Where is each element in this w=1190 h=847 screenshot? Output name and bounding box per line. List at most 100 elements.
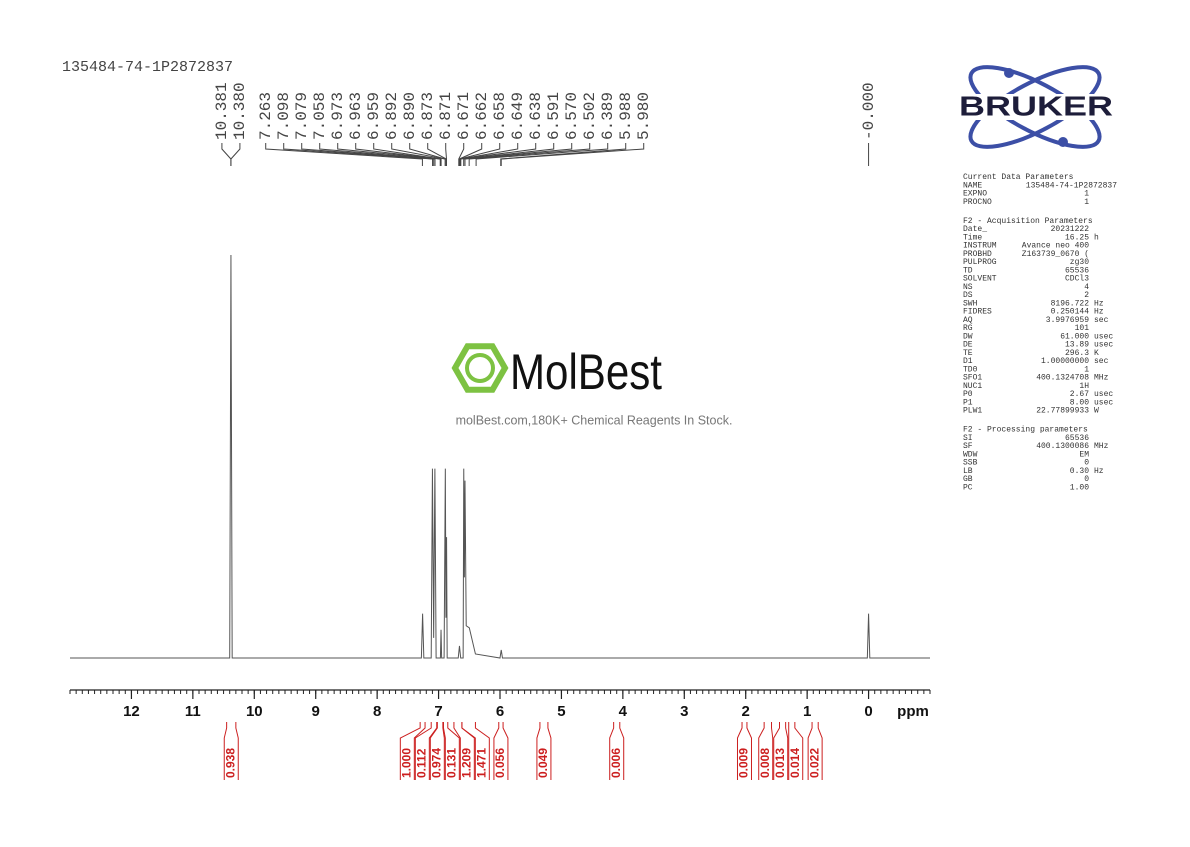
peak-label: 6.959: [365, 92, 383, 140]
parameter-name: FIDRES: [963, 308, 992, 317]
integral-bracket: [758, 722, 774, 780]
peak-label: 5.988: [617, 92, 635, 140]
integral-label: 0.938: [223, 748, 237, 778]
peak-connector: [500, 143, 645, 166]
integral-bracket: [773, 722, 789, 780]
integral-bracket: [461, 722, 490, 780]
integral-bracket: [399, 722, 426, 780]
peak-label: 5.980: [635, 92, 653, 140]
parameter-unit: usec: [1094, 390, 1113, 399]
x-axis-label: ppm: [897, 703, 929, 720]
parameter-unit: usec: [1094, 341, 1113, 350]
peak-label: 6.662: [473, 92, 491, 140]
parameter-heading: F2 - Acquisition Parameters: [963, 217, 1093, 226]
parameter-name: GB: [963, 475, 973, 484]
parameter-unit: usec: [1094, 332, 1113, 341]
peak-connector: [221, 143, 232, 166]
x-tick-label: 12: [123, 703, 140, 720]
parameter-name: P1: [963, 398, 973, 407]
parameter-name: EXPNO: [963, 190, 987, 199]
parameter-value: 400.1300086: [1036, 442, 1089, 451]
integral-label: 0.112: [414, 748, 428, 778]
parameter-name: NS: [963, 283, 973, 292]
peak-label: 7.079: [293, 92, 311, 140]
peak-connector: [373, 143, 442, 166]
peak-label: 6.570: [563, 92, 581, 140]
integral-bracket: [807, 722, 823, 780]
parameter-value: Z163739_0670 (: [1022, 250, 1089, 259]
integral-label: 0.008: [758, 748, 772, 778]
peak-connector: [458, 143, 465, 166]
integral-label: 0.056: [493, 748, 507, 778]
parameter-unit: sec: [1094, 316, 1109, 325]
peak-label: 7.263: [257, 92, 275, 140]
parameter-unit: K: [1094, 349, 1099, 358]
x-tick-label: 0: [864, 703, 872, 720]
parameter-name: TD: [963, 266, 973, 275]
peak-label: 6.890: [401, 92, 419, 140]
parameter-name: PLW1: [963, 407, 982, 416]
parameter-value: 0: [1084, 475, 1089, 484]
parameter-value: 2.67: [1070, 390, 1089, 399]
sample-title: 135484-74-1P2872837: [62, 59, 233, 76]
parameter-value: 296.3: [1065, 349, 1089, 358]
parameter-value: 65536: [1065, 434, 1089, 443]
parameter-name: AQ: [963, 316, 973, 325]
integral-label: 0.009: [737, 748, 751, 778]
logo-dot: [1004, 68, 1014, 78]
parameter-heading: Current Data Parameters: [963, 173, 1074, 182]
parameter-unit: Hz: [1094, 308, 1104, 317]
integral-label: 0.014: [788, 748, 802, 778]
parameter-name: SOLVENT: [963, 275, 997, 284]
parameter-value: 0.250144: [1051, 308, 1090, 317]
integral-bracket: [429, 722, 445, 780]
parameter-value: 101: [1075, 324, 1090, 333]
parameter-value: Avance neo 400: [1022, 242, 1089, 251]
parameter-value: 1: [1084, 365, 1089, 374]
peak-connector: [475, 143, 609, 166]
integral-label: 1.209: [459, 748, 473, 778]
integral-label: 0.131: [444, 748, 458, 778]
x-tick-label: 7: [434, 703, 442, 720]
peak-connector: [265, 143, 423, 166]
parameter-name: WDW: [963, 450, 978, 459]
watermark-tagline: molBest.com,180K+ Chemical Reagents In S…: [456, 413, 733, 427]
peak-connector: [283, 143, 434, 166]
parameter-name: RG: [963, 324, 973, 333]
peak-connector: [463, 143, 555, 166]
parameter-value: 0.30: [1070, 467, 1089, 476]
peak-label: 7.058: [311, 92, 329, 140]
parameter-name: Date_: [963, 225, 987, 234]
peak-label: 10.380: [231, 82, 249, 140]
peak-connector: [459, 143, 501, 166]
integral-bracket: [414, 722, 438, 780]
parameter-value: 61.000: [1060, 332, 1089, 341]
logo-orbit: [968, 65, 1102, 149]
parameter-name: TD0: [963, 365, 978, 374]
parameter-name: SFO1: [963, 374, 982, 383]
parameter-unit: sec: [1094, 357, 1109, 366]
peak-label: -0.000: [860, 82, 878, 140]
integral-bracket: [442, 722, 460, 780]
watermark-hexagon: [451, 343, 509, 393]
integral-label: 0.049: [536, 748, 550, 778]
x-tick-label: 3: [680, 703, 688, 720]
parameter-name: P0: [963, 390, 973, 399]
logo-dot: [1058, 137, 1068, 147]
parameter-value: 8.00: [1070, 398, 1089, 407]
peak-label: 7.098: [275, 92, 293, 140]
peak-label: 6.963: [347, 92, 365, 140]
parameter-name: D1: [963, 357, 973, 366]
peak-label: 6.873: [419, 92, 437, 140]
parameter-unit: h: [1094, 233, 1099, 242]
peak-connector: [468, 143, 591, 166]
peak-label: 6.892: [383, 92, 401, 140]
peak-connector: [319, 143, 436, 166]
parameter-value: 65536: [1065, 266, 1089, 275]
bruker-logo: BRUKER: [956, 65, 1114, 149]
parameter-unit: MHz: [1094, 374, 1109, 383]
parameter-heading: F2 - Processing parameters: [963, 426, 1088, 435]
watermark-ring: [465, 353, 495, 383]
